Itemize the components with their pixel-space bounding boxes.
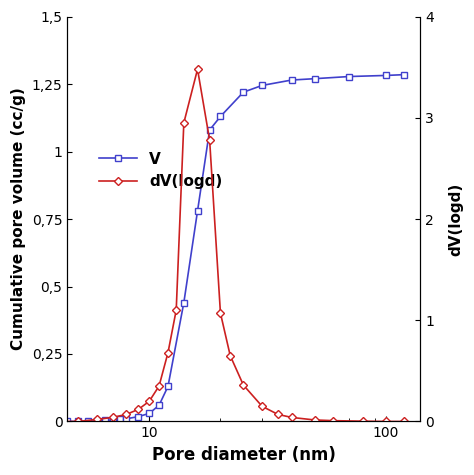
dV(logd) xyxy=(156,383,162,389)
V xyxy=(259,83,265,88)
dV(logd) xyxy=(75,418,81,424)
dV(logd) xyxy=(94,417,100,422)
dV(logd) xyxy=(401,418,407,424)
dV(logd) xyxy=(165,350,171,355)
dV(logd) xyxy=(207,137,212,143)
Y-axis label: dV(logd): dV(logd) xyxy=(448,182,463,256)
Line: V: V xyxy=(52,72,408,425)
V xyxy=(146,410,152,416)
V xyxy=(75,418,81,424)
V xyxy=(312,76,318,82)
dV(logd) xyxy=(228,353,233,359)
V xyxy=(240,89,246,95)
V xyxy=(117,417,123,422)
V xyxy=(401,72,407,77)
dV(logd) xyxy=(330,418,336,424)
V xyxy=(52,418,58,424)
dV(logd) xyxy=(218,310,223,316)
V xyxy=(165,383,171,389)
dV(logd) xyxy=(275,411,281,417)
dV(logd) xyxy=(173,307,179,313)
X-axis label: Pore diameter (nm): Pore diameter (nm) xyxy=(152,446,336,464)
V xyxy=(383,73,389,78)
Y-axis label: Cumulative pore volume (cc/g): Cumulative pore volume (cc/g) xyxy=(11,88,26,351)
dV(logd) xyxy=(383,418,389,424)
V xyxy=(346,74,352,79)
dV(logd) xyxy=(146,399,152,404)
V xyxy=(102,418,108,423)
Legend: V, dV(logd): V, dV(logd) xyxy=(92,145,228,195)
V xyxy=(207,127,212,133)
V xyxy=(181,300,187,305)
V xyxy=(195,208,201,214)
dV(logd) xyxy=(136,407,141,412)
dV(logd) xyxy=(240,382,246,388)
V xyxy=(136,414,141,419)
dV(logd) xyxy=(110,415,116,420)
Line: dV(logd): dV(logd) xyxy=(52,66,408,425)
dV(logd) xyxy=(52,418,58,424)
V xyxy=(110,417,116,423)
V xyxy=(85,418,91,424)
V xyxy=(156,402,162,408)
dV(logd) xyxy=(312,417,318,423)
dV(logd) xyxy=(360,418,365,424)
dV(logd) xyxy=(289,415,294,420)
V xyxy=(218,114,223,119)
dV(logd) xyxy=(124,411,129,417)
dV(logd) xyxy=(181,120,187,126)
V xyxy=(94,418,100,424)
V xyxy=(124,416,129,422)
dV(logd) xyxy=(195,66,201,72)
V xyxy=(64,418,70,424)
V xyxy=(289,77,294,83)
dV(logd) xyxy=(259,403,265,409)
